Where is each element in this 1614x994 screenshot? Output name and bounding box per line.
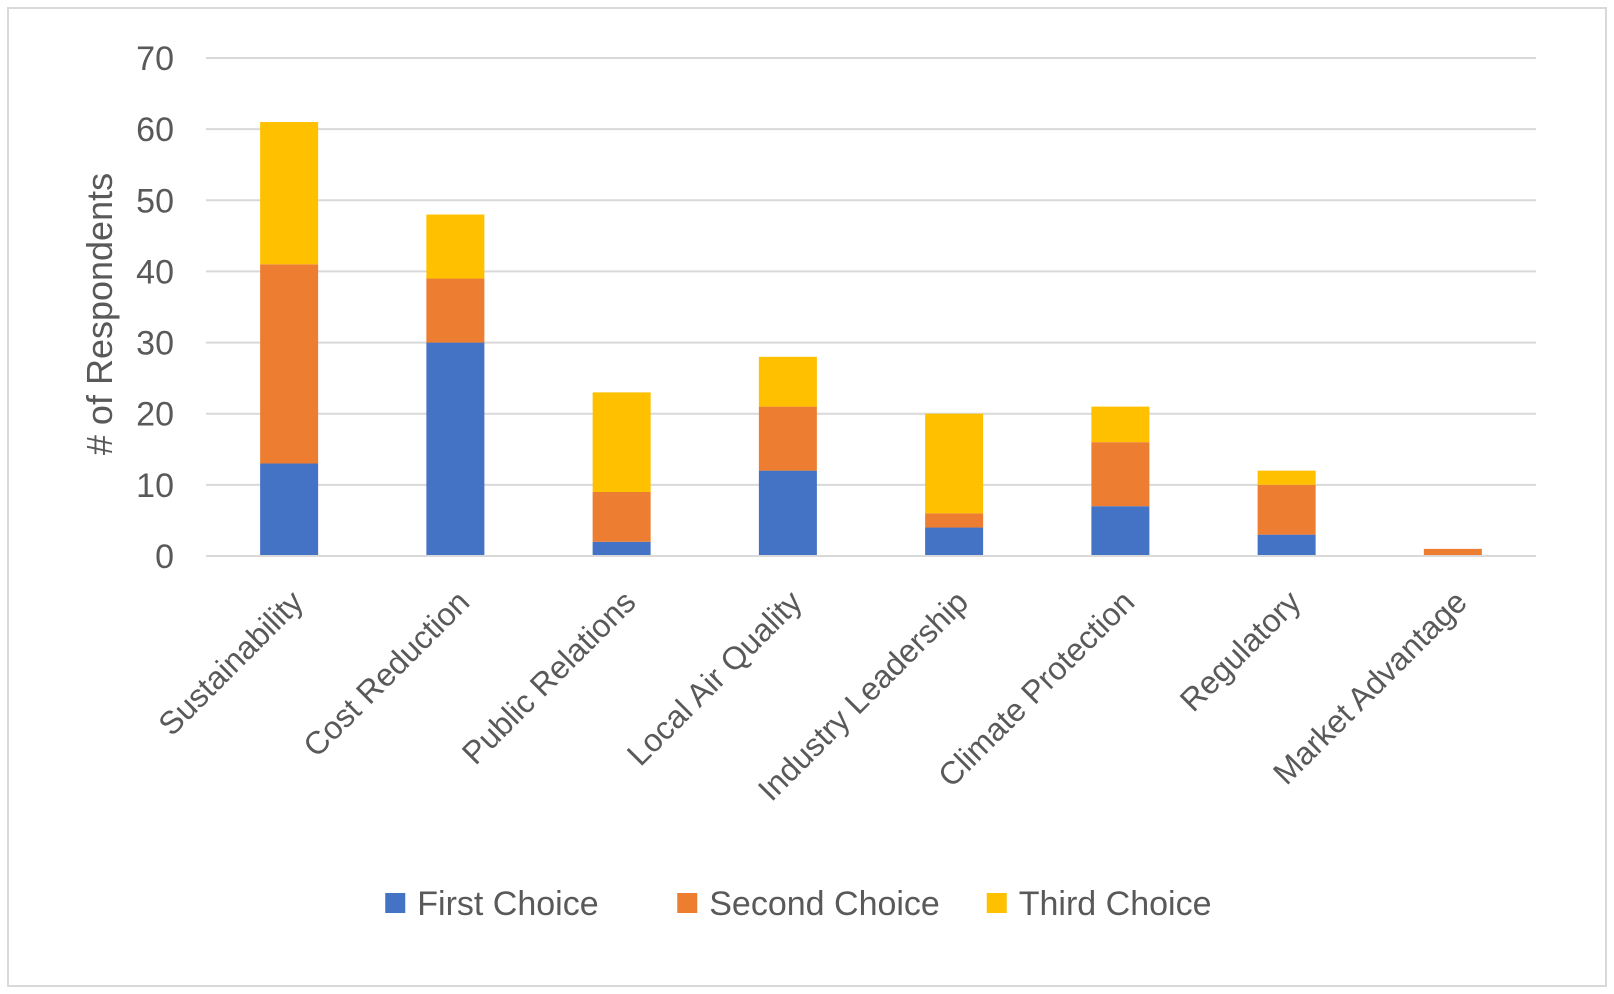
y-tick-label: 70: [136, 40, 174, 78]
legend-label: First Choice: [417, 885, 598, 923]
bar-segment-second-choice: [1423, 548, 1482, 556]
x-category-label: Regulatory: [1173, 583, 1308, 718]
bar-segment-first-choice: [758, 470, 817, 556]
bar-segment-third-choice: [260, 122, 319, 265]
bar-segment-first-choice: [1257, 534, 1316, 556]
y-tick-label: 10: [136, 467, 174, 505]
gridlines: [206, 57, 1536, 486]
bar-segment-first-choice: [426, 342, 485, 556]
bar-segment-second-choice: [758, 406, 817, 471]
y-tick-label: 20: [136, 396, 174, 434]
bar-segment-third-choice: [592, 392, 651, 492]
bar-segment-second-choice: [592, 491, 651, 542]
legend-label: Third Choice: [1019, 885, 1212, 923]
legend: First Choice Second Choice Third Choice: [385, 885, 1212, 923]
legend-swatch: [677, 893, 698, 913]
bar-segment-third-choice: [1257, 470, 1316, 485]
bar-segment-third-choice: [1091, 406, 1150, 443]
y-tick-label: 40: [136, 253, 174, 291]
bar-segment-first-choice: [260, 463, 319, 556]
bar-segment-third-choice: [426, 214, 485, 279]
bar-segment-second-choice: [426, 278, 485, 343]
bar-segment-second-choice: [925, 513, 984, 528]
bar-segment-second-choice: [1091, 442, 1150, 507]
y-tick-label: 60: [136, 111, 174, 149]
bars: [260, 122, 1482, 556]
y-axis-title: # of Respondents: [79, 173, 120, 455]
x-category-label: Sustainability: [151, 583, 310, 742]
x-category-label: Public Relations: [455, 583, 643, 771]
chart-frame: 0 10 20 30 40 50 60 70 Sustainability Cost Reduc…: [7, 7, 1607, 987]
y-tick-label: 0: [155, 538, 174, 576]
bar-segment-second-choice: [260, 264, 319, 464]
bar-segment-first-choice: [592, 541, 651, 556]
x-category-label: Local Air Quality: [620, 583, 809, 772]
y-axis-ticks: 0 10 20 30 40 50 60 70: [136, 40, 174, 576]
legend-label: Second Choice: [709, 885, 940, 923]
bar-segment-first-choice: [925, 527, 984, 556]
bar-segment-third-choice: [925, 413, 984, 514]
bar-segment-first-choice: [1091, 506, 1150, 556]
legend-swatch: [986, 893, 1007, 913]
y-tick-label: 50: [136, 182, 174, 220]
x-category-label: Cost Reduction: [296, 583, 476, 763]
bar-segment-second-choice: [1257, 484, 1316, 535]
y-tick-label: 30: [136, 325, 174, 363]
bar-segment-third-choice: [758, 356, 817, 407]
legend-swatch: [385, 893, 406, 913]
